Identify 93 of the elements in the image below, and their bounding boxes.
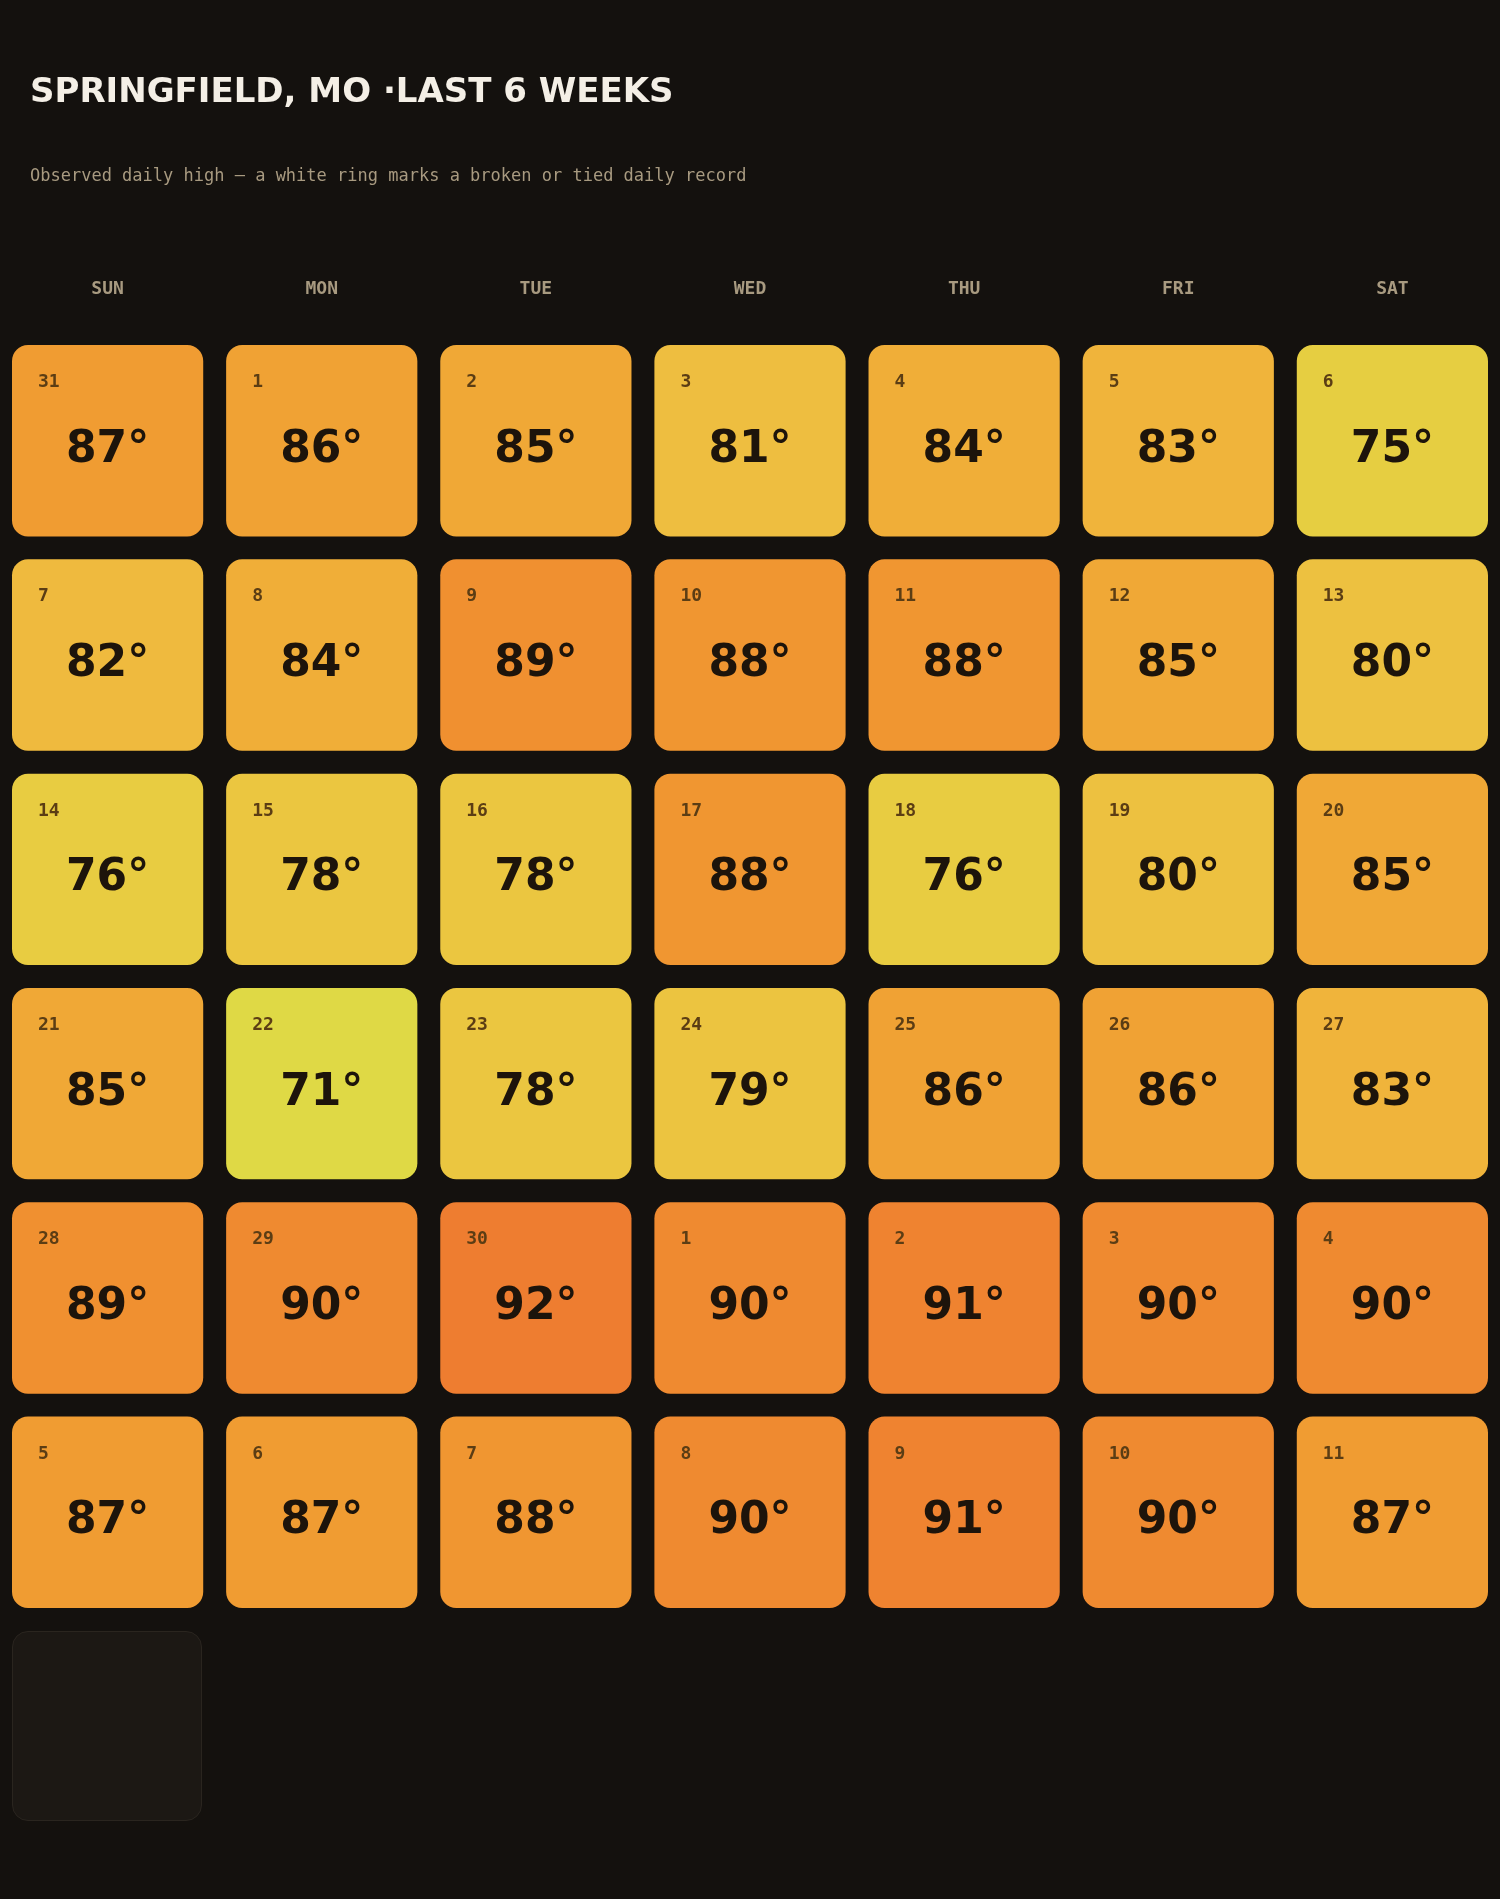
annotation: 14 [38,798,60,820]
x-tick-label: SAT [1376,276,1409,298]
data-label: 78° [280,849,364,901]
data-label: 85° [1136,635,1220,687]
annotation: 21 [38,1012,60,1034]
data-label: 78° [494,849,578,901]
annotation: 13 [1322,584,1345,606]
data-label: 88° [922,635,1006,687]
data-label: 90° [708,1492,792,1544]
annotation: 16 [466,798,488,820]
annotation: 11 [1322,1441,1345,1463]
data-label: 90° [280,1277,364,1329]
data-label: 90° [1136,1492,1220,1544]
annotation: 8 [680,1441,692,1463]
annotation: 30 [466,1227,488,1249]
data-label: 85° [1350,849,1435,901]
data-label: 85° [494,420,578,472]
annotation: 3 [680,370,692,391]
data-label: 91° [922,1277,1006,1329]
data-label: 86° [1136,1063,1220,1115]
data-label: 82° [65,635,150,687]
annotation: 9 [466,584,478,606]
annotation: 6 [1322,370,1334,391]
data-label: 92° [494,1277,578,1329]
data-label: 88° [708,635,792,687]
data-label: 76° [922,849,1006,901]
data-label: 83° [1350,1063,1435,1115]
annotation: 6 [252,1441,263,1463]
annotation: 2 [466,370,478,391]
x-tick-label: MON [305,276,338,298]
data-label: 80° [1136,849,1220,901]
data-label: 90° [1136,1277,1220,1329]
annotation: 5 [1108,370,1120,391]
annotation: 15 [252,798,274,820]
data-label: 89° [65,1277,150,1329]
annotation: 28 [38,1227,60,1249]
data-label: 87° [65,1492,150,1544]
data-label: 80° [1350,635,1435,687]
annotation: 12 [1108,584,1131,606]
annotation: 9 [894,1441,906,1463]
annotation: 11 [894,584,917,606]
annotation: 10 [680,584,703,606]
annotation: 8 [252,584,263,606]
data-label: 87° [1350,1492,1435,1544]
x-tick-label: THU [947,276,981,298]
data-label: 88° [708,849,792,901]
data-label: 87° [65,420,150,472]
data-label: 84° [280,635,364,687]
annotation: 25 [894,1012,917,1034]
data-label: 86° [922,1063,1006,1115]
data-label: 75° [1350,420,1435,472]
data-label: 89° [494,635,578,687]
annotation: 19 [1108,798,1131,820]
data-label: 79° [708,1063,792,1115]
annotation: 18 [894,798,917,820]
annotation: 29 [252,1227,274,1249]
annotation: 3 [1108,1227,1120,1249]
annotation: 4 [1322,1227,1334,1249]
data-label: 91° [922,1492,1006,1544]
annotation: 26 [1108,1012,1131,1034]
annotation: 1 [252,370,263,391]
annotation: 7 [38,584,49,606]
x-tick-label: FRI [1162,276,1195,298]
data-label: 83° [1136,420,1220,472]
annotation: 1 [680,1227,692,1249]
annotation: 7 [466,1441,478,1463]
annotation: 31 [38,370,60,391]
data-label: 84° [922,420,1006,472]
annotation: 27 [1322,1012,1345,1034]
annotation: 22 [252,1012,274,1034]
annotation: 5 [38,1441,49,1463]
data-label: 90° [708,1277,792,1329]
annotation: 4 [894,370,906,391]
annotation: 23 [466,1012,488,1034]
chart-subtitle: Observed daily high — a white ring marks a broken or tied daily record [30,165,747,185]
data-label: 85° [65,1063,150,1115]
x-tick-label: TUE [519,276,553,298]
annotation: 17 [680,798,703,820]
annotation: 10 [1108,1441,1131,1463]
annotation: 20 [1322,798,1345,820]
x-tick-label: SUN [91,276,124,298]
x-tick-label: WED [733,276,767,298]
chart-title: SPRINGFIELD, MO ·LAST 6 WEEKS [30,70,674,110]
data-label: 76° [65,849,150,901]
annotation: 2 [894,1227,906,1249]
data-label: 78° [494,1063,578,1115]
data-label: 86° [280,420,364,472]
annotation: 24 [680,1012,703,1034]
data-label: 71° [280,1063,364,1115]
data-label: 81° [708,420,792,472]
data-label: 88° [494,1492,578,1544]
data-label: 87° [280,1492,364,1544]
data-label: 90° [1350,1277,1435,1329]
